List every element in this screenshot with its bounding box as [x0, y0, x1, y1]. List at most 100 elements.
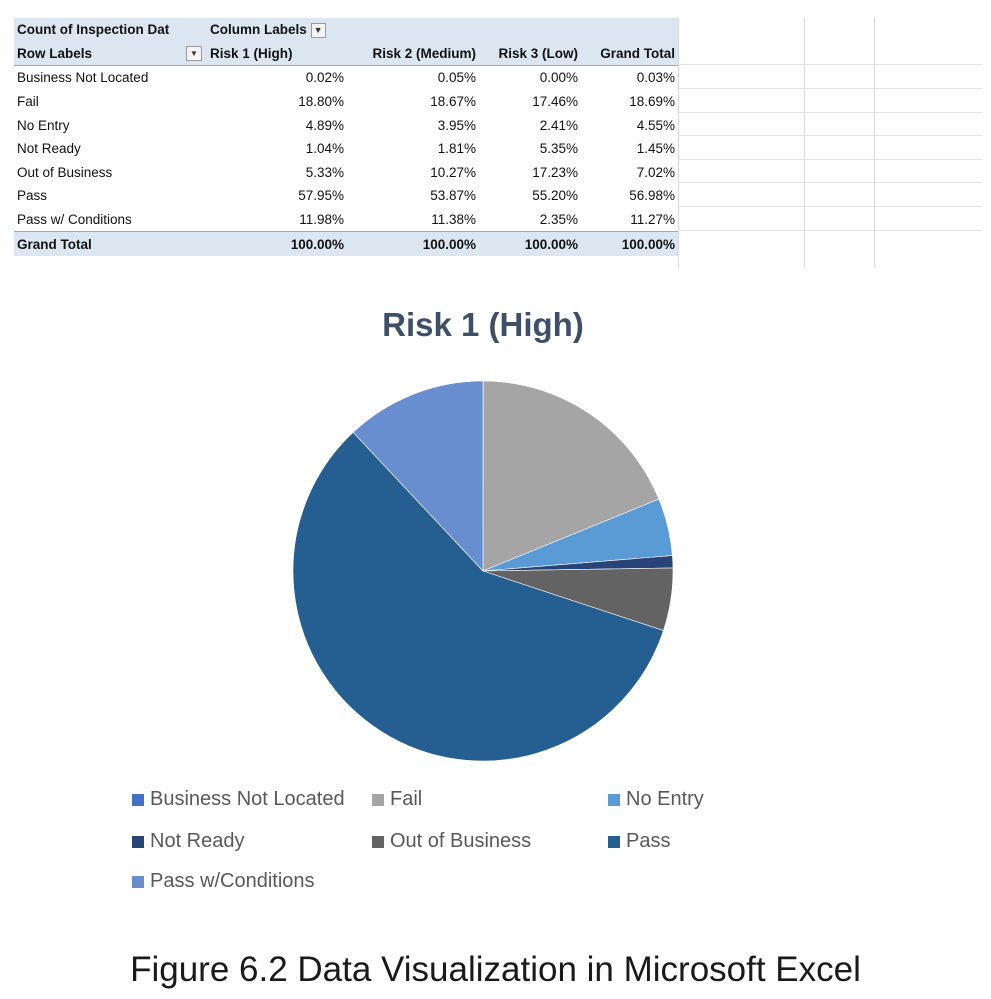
legend-swatch [608, 793, 620, 806]
gridline [678, 159, 982, 160]
legend-swatch [608, 835, 620, 848]
table-row[interactable]: Not Ready 1.04% 1.81% 5.35% 1.45% [14, 137, 678, 161]
grand-total-value[interactable]: 100.00% [479, 231, 581, 256]
table-row[interactable]: No Entry 4.89% 3.95% 2.41% 4.55% [14, 113, 678, 137]
column-labels-text: Column Labels [210, 21, 307, 37]
legend-item[interactable]: Pass [608, 830, 670, 853]
cell-value[interactable]: 1.45% [636, 141, 676, 157]
legend-swatch [132, 835, 144, 848]
filter-dropdown-icon[interactable]: ▼ [310, 22, 326, 38]
cell-value[interactable]: 7.02% [636, 164, 676, 180]
table-row[interactable]: Business Not Located 0.02% 0.05% 0.00% 0… [14, 66, 678, 90]
legend-label: Fail [390, 788, 423, 810]
cell-value[interactable]: 53.87% [430, 188, 476, 204]
cell-value[interactable]: 3.95% [437, 117, 476, 133]
legend-swatch [372, 793, 384, 806]
grand-total-row[interactable]: Grand Total 100.00% 100.00% 100.00% 100.… [14, 231, 679, 256]
legend-item[interactable]: Fail [372, 788, 422, 811]
gridline [874, 18, 875, 268]
legend-item[interactable]: Pass w/Conditions [132, 870, 315, 893]
grand-total-value[interactable]: 100.00% [207, 231, 347, 256]
cell-value[interactable]: 18.69% [629, 94, 676, 110]
row-label[interactable]: Business Not Located [17, 70, 149, 86]
legend-label: Pass [626, 830, 671, 852]
cell-value[interactable]: 11.38% [431, 212, 476, 228]
cell-value[interactable]: 1.81% [437, 141, 476, 157]
cell-value[interactable]: 11.98% [299, 212, 344, 228]
spreadsheet-gridlines [678, 18, 982, 268]
legend-item[interactable]: Business Not Located [132, 788, 345, 811]
row-labels-dropdown-icon[interactable]: ▼ [186, 45, 202, 61]
cell-value[interactable]: 18.80% [298, 94, 344, 110]
pivot-table-region: Count of Inspection Dat Column Labels ▼ … [14, 18, 982, 268]
cell-value[interactable]: 0.05% [437, 70, 476, 86]
legend-item[interactable]: Not Ready [132, 830, 245, 853]
cell-value[interactable]: 17.46% [532, 94, 578, 110]
column-labels-header[interactable]: Column Labels ▼ [207, 18, 679, 42]
cell-value[interactable]: 4.89% [305, 117, 344, 133]
col-header-risk3[interactable]: Risk 3 (Low) [479, 41, 581, 67]
cell-value[interactable]: 2.35% [539, 212, 578, 228]
gridline [678, 64, 982, 65]
row-label[interactable]: Pass [17, 188, 48, 204]
pie-slice-fail[interactable] [482, 380, 660, 572]
cell-value[interactable]: 56.98% [629, 188, 676, 204]
legend-label: Pass w/Conditions [150, 870, 315, 892]
cell-value[interactable]: 0.00% [539, 70, 578, 86]
legend-swatch [132, 875, 144, 888]
cell-value[interactable]: 55.20% [532, 188, 578, 204]
gridline [678, 112, 982, 113]
row-label[interactable]: Fail [17, 94, 39, 110]
grand-total-value[interactable]: 100.00% [581, 231, 679, 256]
legend-swatch [372, 835, 384, 848]
col-header-grand-total[interactable]: Grand Total [581, 41, 679, 67]
cell-value[interactable]: 0.03% [636, 70, 676, 86]
figure-caption: Figure 6.2 Data Visualization in Microso… [130, 950, 861, 989]
row-label[interactable]: No Entry [17, 117, 70, 133]
table-row[interactable]: Pass 57.95% 53.87% 55.20% 56.98% [14, 184, 678, 208]
gridline [678, 230, 982, 231]
row-labels-text: Row Labels [17, 45, 93, 61]
col-header-risk2[interactable]: Risk 2 (Medium) [347, 41, 479, 67]
chart-title: Risk 1 (High) [382, 306, 584, 343]
pivot-corner-label[interactable]: Count of Inspection Dat [14, 18, 207, 42]
cell-value[interactable]: 18.67% [430, 94, 476, 110]
gridline [678, 135, 982, 136]
table-row[interactable]: Pass w/ Conditions 11.98% 11.38% 2.35% 1… [14, 208, 678, 232]
cell-value[interactable]: 57.95% [298, 188, 344, 204]
legend-label: Out of Business [390, 830, 532, 852]
gridline [678, 18, 679, 268]
col-header-risk1[interactable]: Risk 1 (High) [207, 41, 347, 67]
cell-value[interactable]: 10.27% [430, 164, 476, 180]
cell-value[interactable]: 17.23% [532, 164, 578, 180]
cell-value[interactable]: 1.04% [305, 141, 344, 157]
legend-label: No Entry [626, 788, 704, 810]
pivot-table: Count of Inspection Dat Column Labels ▼ … [14, 18, 679, 256]
cell-value[interactable]: 0.02% [305, 70, 344, 86]
cell-value[interactable]: 4.55% [636, 117, 676, 133]
row-labels-header[interactable]: Row Labels ▼ [14, 41, 207, 67]
legend-label: Not Ready [150, 830, 245, 852]
row-label[interactable]: Out of Business [17, 164, 113, 180]
legend-swatch [132, 793, 144, 806]
gridline [804, 18, 805, 268]
grand-total-value[interactable]: 100.00% [347, 231, 479, 256]
row-label[interactable]: Pass w/ Conditions [17, 212, 132, 228]
table-row[interactable]: Out of Business 5.33% 10.27% 17.23% 7.02… [14, 161, 678, 185]
legend-label: Business Not Located [150, 788, 345, 810]
table-row[interactable]: Fail 18.80% 18.67% 17.46% 18.69% [14, 90, 678, 114]
row-label[interactable]: Not Ready [17, 141, 81, 157]
cell-value[interactable]: 5.35% [539, 141, 578, 157]
legend-item[interactable]: No Entry [608, 788, 704, 811]
pie-slice-pass[interactable] [292, 431, 664, 762]
legend-item[interactable]: Out of Business [372, 830, 531, 853]
cell-value[interactable]: 2.41% [539, 117, 578, 133]
grand-total-label[interactable]: Grand Total [14, 231, 207, 256]
gridline [678, 206, 982, 207]
pie-slice-pass-w-conditions[interactable] [352, 380, 484, 572]
gridline [678, 88, 982, 89]
cell-value[interactable]: 5.33% [305, 164, 344, 180]
cell-value[interactable]: 11.27% [630, 212, 676, 228]
gridline [678, 182, 982, 183]
